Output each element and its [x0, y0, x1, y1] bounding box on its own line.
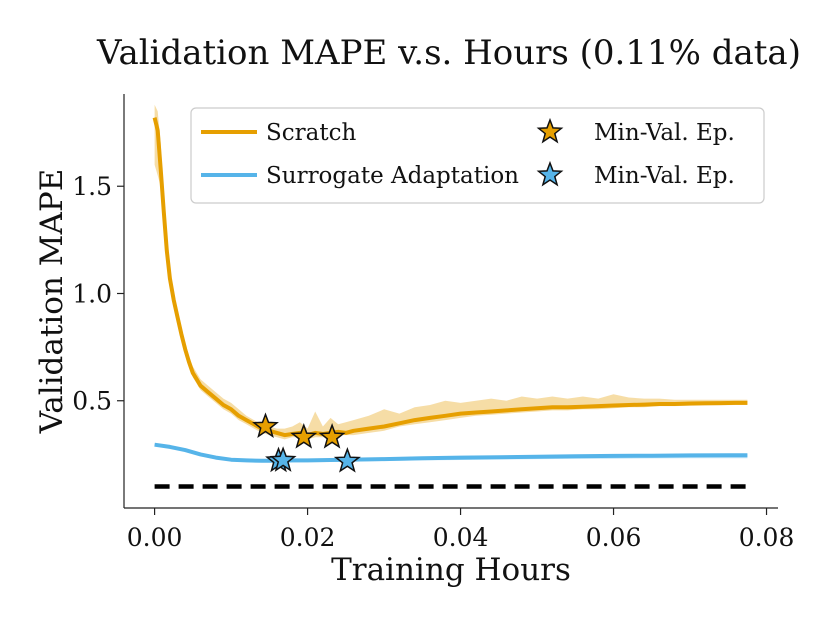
x-tick-label: 0.02 — [280, 523, 336, 552]
legend-label-scratch: Scratch — [266, 120, 356, 146]
x-tick-label: 0.04 — [433, 523, 489, 552]
legend-star-icon — [536, 160, 564, 187]
legend-star-surrogate — [536, 160, 564, 187]
legend-label-scratch-min: Min-Val. Ep. — [594, 120, 735, 146]
y-axis-label: Validation MAPE — [34, 169, 70, 435]
legend-label-surrogate-min: Min-Val. Ep. — [594, 163, 735, 189]
axis-ticks: 0.00 0.02 0.04 0.06 0.08 0.5 1.0 1.5 — [72, 172, 794, 552]
x-tick-label: 0.08 — [739, 523, 795, 552]
star-marker-surrogate-adaptation-1 — [269, 446, 297, 472]
chart-title: Validation MAPE v.s. Hours (0.11% data) — [96, 33, 801, 73]
star-marker-scratch-2 — [318, 423, 346, 449]
x-tick-label: 0.00 — [127, 523, 183, 552]
legend-star-scratch — [536, 117, 564, 144]
y-tick-label: 1.5 — [72, 172, 112, 201]
min-val-markers — [252, 412, 361, 473]
star-marker-scratch-1 — [290, 423, 318, 449]
legend-frame — [190, 107, 765, 204]
legend-label-surrogate: Surrogate Adaptation — [266, 163, 519, 189]
legend: Scratch Min-Val. Ep. Surrogate Adaptatio… — [190, 107, 765, 204]
y-tick-label: 1.0 — [72, 279, 112, 308]
x-tick-label: 0.06 — [586, 523, 642, 552]
star-marker-surrogate-adaptation-2 — [333, 447, 361, 473]
legend-star-icon — [536, 117, 564, 144]
x-axis-label: Training Hours — [331, 552, 571, 588]
y-tick-label: 0.5 — [72, 387, 112, 416]
star-marker-scratch-0 — [252, 412, 279, 438]
line-surrogate-adaptation — [154, 442, 748, 463]
